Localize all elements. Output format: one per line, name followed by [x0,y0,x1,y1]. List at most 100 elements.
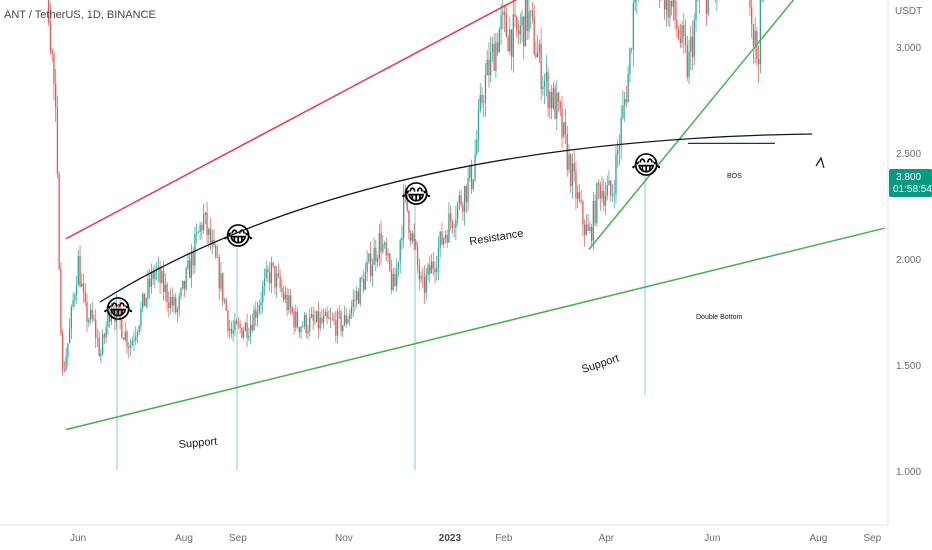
candle-body [208,228,210,235]
candle-body [543,80,546,87]
candle-body [670,0,673,7]
candle-body [251,324,253,331]
candle-body [448,213,450,243]
candle-body [230,328,233,334]
candle-body [568,154,570,170]
candle-body [68,328,71,344]
candle-body [443,238,445,245]
candle-body [148,278,151,288]
candle-body [684,36,687,46]
candle-body [390,269,393,290]
time-tick-label: 2023 [439,533,462,544]
candle-body [420,276,422,280]
candle-body [190,251,193,279]
candle-body [389,253,391,270]
candle-body [705,0,708,14]
candle-body [61,333,64,370]
symbol-title: ANT / TetherUS, 1D, BINANCE [4,9,156,21]
candle-body [246,322,248,338]
candle-body [604,195,607,206]
candle-body [349,314,351,320]
time-axis-ticks: Jun Aug Sep Nov 2023 Feb Apr Jun Aug Sep [70,533,882,544]
candle-body [150,271,153,288]
candle-body [281,287,283,292]
candle-body [298,327,300,333]
candle-body [582,201,584,225]
candle-body [103,334,106,338]
candle-body [201,225,203,231]
laughing-emoji-icon: 😂 [631,151,661,181]
candle-body [138,325,140,333]
candle-body [436,268,438,273]
candle-body [82,283,85,292]
candle-body [145,298,147,307]
candle-body [557,92,560,103]
candle-body [239,324,241,328]
candle-body [133,339,135,341]
candle-body [437,247,440,269]
candle-body [483,102,485,104]
candle-body [524,0,527,47]
candle-body [95,319,97,338]
candle-body [622,105,624,118]
candle-body [516,16,518,31]
candle-body [284,294,287,300]
candle-body [234,320,236,331]
candle-body [136,332,139,337]
candle-body [105,326,107,338]
candle-body [510,29,513,57]
candle-body [162,271,165,293]
candle-body [465,185,467,203]
candle-body [486,59,488,76]
candle-body [331,318,333,320]
candle-body [256,311,259,318]
candle-body [451,221,454,229]
candle-body [369,253,372,277]
candle-body [49,22,52,51]
candle-body [503,12,506,15]
candle-body [606,185,608,196]
candle-body [77,255,79,286]
candle-body [326,312,328,318]
candle-body [535,53,537,58]
candle-body [303,315,306,327]
candle-body [479,94,481,111]
candle-body [585,224,588,235]
candle-body [599,185,601,199]
candle-body [84,291,86,302]
time-tick-label: Feb [495,533,513,544]
candle-body [396,268,398,287]
candle-body [624,99,626,106]
candle-body [629,48,631,74]
candle-body [237,323,240,325]
candle-body [564,122,567,134]
candle-body [375,247,377,262]
candle-body [474,154,476,180]
candle-body [364,271,367,290]
candle-body [220,273,222,289]
candle-body [493,43,495,71]
candle-body [401,237,403,240]
candle-body [681,24,683,43]
candle-body [580,200,582,202]
candle-body [60,269,62,334]
candle-body [357,291,360,304]
candle-body [272,262,274,266]
price-tick-label: 2.500 [896,149,921,160]
candle-body [56,106,59,175]
candle-body [115,303,118,322]
candle-body [263,278,266,287]
candle-body [171,297,173,306]
candle-body [590,226,593,241]
candle-body [507,36,509,52]
candle-body [677,29,680,39]
candle-body [185,268,187,289]
candle-body [307,331,309,334]
candle-body [232,330,234,334]
candle-body [484,75,487,103]
candle-body [309,317,311,332]
candle-body [175,297,177,313]
candle-body [566,133,568,170]
candle-body [107,311,109,327]
